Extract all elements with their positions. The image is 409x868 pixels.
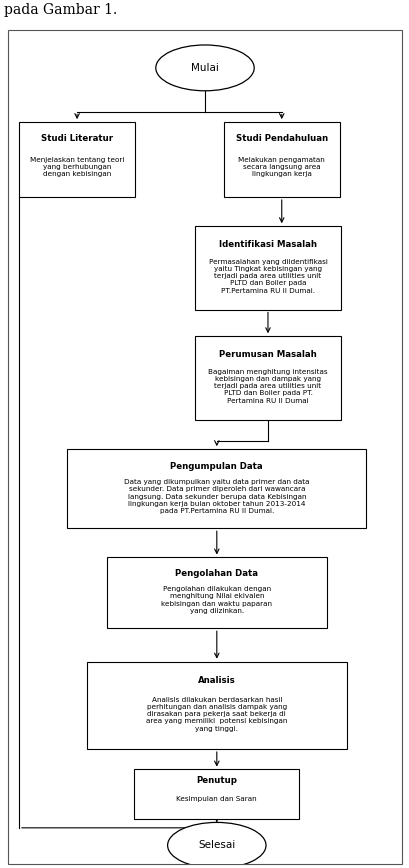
FancyBboxPatch shape — [67, 449, 366, 529]
FancyBboxPatch shape — [195, 227, 340, 310]
FancyBboxPatch shape — [19, 122, 135, 197]
FancyBboxPatch shape — [106, 557, 326, 628]
Text: Perumusan Masalah: Perumusan Masalah — [218, 350, 316, 359]
Text: Studi Literatur: Studi Literatur — [41, 134, 113, 143]
Text: Analisis: Analisis — [198, 676, 235, 686]
Text: pada Gambar 1.: pada Gambar 1. — [4, 3, 117, 16]
Text: Analisis dilakukan berdasarkan hasil
perhitungan dan analisis dampak yang
dirasa: Analisis dilakukan berdasarkan hasil per… — [146, 697, 287, 732]
Text: Studi Pendahuluan: Studi Pendahuluan — [235, 134, 327, 143]
Text: Pengolahan Data: Pengolahan Data — [175, 569, 258, 577]
Text: Pengumpulan Data: Pengumpulan Data — [170, 462, 263, 471]
Text: Selesai: Selesai — [198, 840, 235, 851]
Text: Permasalahan yang diidentifikasi
yaitu Tingkat kebisingan yang
terjadi pada area: Permasalahan yang diidentifikasi yaitu T… — [208, 259, 327, 293]
Text: Kesimpulan dan Saran: Kesimpulan dan Saran — [176, 797, 256, 803]
Text: Pengolahan dilakukan dengan
menghitung Nilai ekivalen
kebisingan dan waktu papar: Pengolahan dilakukan dengan menghitung N… — [161, 586, 272, 614]
Text: Melakukan pengamatan
secara langsung area
lingkungan kerja: Melakukan pengamatan secara langsung are… — [238, 157, 324, 177]
FancyBboxPatch shape — [134, 770, 299, 819]
Text: Data yang dikumpulkan yaitu data primer dan data
sekunder. Data primer diperoleh: Data yang dikumpulkan yaitu data primer … — [124, 479, 309, 514]
Text: Identifikasi Masalah: Identifikasi Masalah — [218, 240, 316, 249]
FancyBboxPatch shape — [223, 122, 339, 197]
FancyBboxPatch shape — [87, 661, 346, 749]
FancyBboxPatch shape — [195, 336, 340, 419]
Text: Penutup: Penutup — [196, 776, 237, 785]
Ellipse shape — [167, 822, 265, 868]
Text: Menjelaskan tentang teori
yang berhubungan
dengan kebisingan: Menjelaskan tentang teori yang berhubung… — [30, 157, 124, 177]
Ellipse shape — [155, 45, 254, 91]
Text: Bagaiman menghitung intensitas
kebisingan dan dampak yang
terjadi pada area util: Bagaiman menghitung intensitas kebisinga… — [208, 369, 327, 404]
Text: Mulai: Mulai — [191, 62, 218, 73]
